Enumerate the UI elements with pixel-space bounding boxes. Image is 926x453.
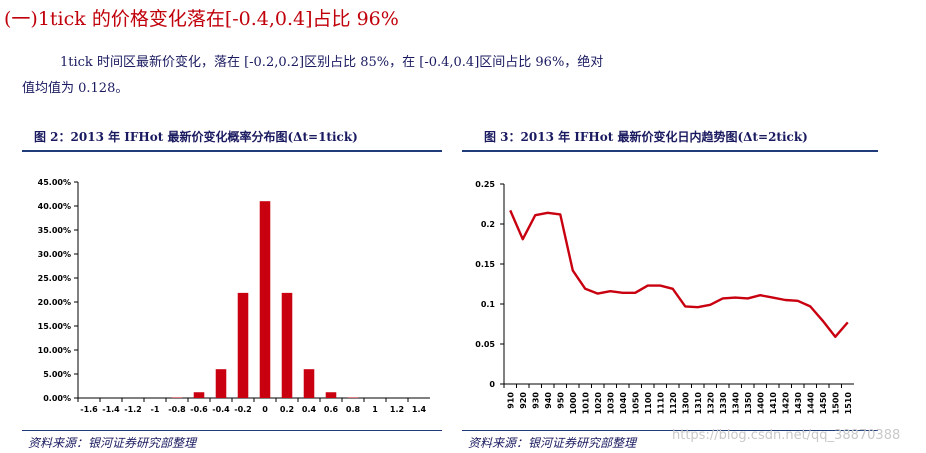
figure-3-top-rule xyxy=(462,150,878,152)
line-y-tick-label: 0.1 xyxy=(481,300,496,309)
figure-3-source: 资料来源：银河证券研究部整理 xyxy=(468,436,637,450)
bar-x-tick-label: -1.4 xyxy=(102,405,120,414)
line-x-tick-label: 1320 xyxy=(706,392,715,415)
line-x-tick-label: 950 xyxy=(556,392,565,409)
line-x-tick-label: 1020 xyxy=(594,392,603,415)
bar-y-tick-label: 30.00% xyxy=(38,250,71,259)
bar-x-tick-label: -0.8 xyxy=(168,405,186,414)
bar-x-tick-label: -0.2 xyxy=(234,405,252,414)
bar-x-tick-label: 1.4 xyxy=(412,405,427,414)
line-x-tick-label: 1450 xyxy=(819,392,828,415)
bar-y-tick-label: 0.00% xyxy=(43,394,71,403)
bar-y-tick-label: 40.00% xyxy=(38,202,71,211)
paragraph-line-2: 值均值为 0.128。 xyxy=(22,81,129,96)
bar-x-tick-label: -1 xyxy=(151,405,160,414)
bar-x-tick-label: -1.2 xyxy=(124,405,142,414)
probability-distribution-bar-chart: 0.00% 5.00% 10.00% 15.00% 20.00% 25.00% 30.00%… xyxy=(38,178,430,414)
bar-y-tick-label: 35.00% xyxy=(38,226,71,235)
figure-2-source: 资料来源：银河证券研究部整理 xyxy=(28,436,197,450)
line-x-tick-label: 1440 xyxy=(806,392,815,415)
line-x-tick-label: 1120 xyxy=(669,392,678,415)
line-y-tick-label: 0.2 xyxy=(481,220,495,229)
bar-x-tick-label: 0.4 xyxy=(302,405,317,414)
trend-series-line xyxy=(509,209,849,339)
figure-2-bottom-rule xyxy=(22,430,442,431)
bar-y-tick-label: 10.00% xyxy=(38,346,71,355)
bar-y-tick-label: 15.00% xyxy=(38,322,71,331)
bar-mark xyxy=(281,292,293,398)
line-x-tick-label: 940 xyxy=(544,392,553,409)
line-x-tick-label: 1430 xyxy=(794,392,803,415)
bar-mark xyxy=(325,392,337,398)
bar-x-tick-label: 0.8 xyxy=(346,405,361,414)
line-x-tick-label: 1510 xyxy=(844,392,853,415)
watermark: https://blog.csdn.net/qq_38870388 xyxy=(672,428,901,443)
bar-x-tick-label: 0.6 xyxy=(324,405,339,414)
line-x-tick-label: 1500 xyxy=(831,392,840,415)
line-x-tick-label: 1010 xyxy=(581,392,590,415)
bar-x-tick-label: -0.4 xyxy=(212,405,230,414)
line-x-tick-label: 1310 xyxy=(694,392,703,415)
figure-2-title: 图 2：2013 年 IFHot 最新价变化概率分布图(Δt=1tick) xyxy=(34,130,358,144)
line-x-tick-label: 1410 xyxy=(769,392,778,415)
bar-y-tick-label: 5.00% xyxy=(43,370,71,379)
bar-y-tick-label: 45.00% xyxy=(38,178,71,187)
figure-2-top-rule xyxy=(22,150,442,152)
bar-x-tick-label: -1.6 xyxy=(80,405,98,414)
line-y-tick-label: 0.15 xyxy=(475,260,495,269)
bar-mark xyxy=(303,369,315,398)
line-x-tick-label: 1350 xyxy=(744,392,753,415)
line-x-tick-label: 1100 xyxy=(644,392,653,415)
line-x-tick-label: 930 xyxy=(531,392,540,409)
line-y-tick-label: 0.05 xyxy=(475,340,495,349)
line-x-tick-label: 1030 xyxy=(606,392,615,415)
line-x-tick-label: 1400 xyxy=(756,392,765,415)
section-heading: (一)1tick 的价格变化落在[-0.4,0.4]占比 96% xyxy=(4,8,399,30)
line-x-tick-label: 1340 xyxy=(731,392,740,415)
figure-3-title: 图 3：2013 年 IFHot 最新价变化日内趋势图(Δt=2tick) xyxy=(484,130,808,144)
bar-mark xyxy=(215,369,227,398)
line-x-tick-label: 1050 xyxy=(631,392,640,415)
line-x-tick-label: 1040 xyxy=(619,392,628,415)
bar-mark xyxy=(193,392,205,398)
bar-x-tick-label: 1.2 xyxy=(390,405,404,414)
line-y-tick-label: 0 xyxy=(489,380,495,389)
line-x-tick-label: 1330 xyxy=(719,392,728,415)
line-x-tick-label: 1000 xyxy=(569,392,578,415)
bar-x-tick-label: -0.6 xyxy=(190,405,208,414)
bar-y-tick-label: 25.00% xyxy=(38,274,71,283)
bar-mark xyxy=(259,201,271,398)
line-x-tick-label: 910 xyxy=(506,392,515,409)
figure-3-bottom-rule xyxy=(462,430,878,431)
bar-x-tick-label: 0.2 xyxy=(280,405,294,414)
bar-x-tick-label: 0 xyxy=(262,405,268,414)
bar-y-tick-label: 20.00% xyxy=(38,298,71,307)
intraday-trend-line-chart: 00.050.10.150.20.25 910 920 930 940 950 1000 1… xyxy=(475,180,854,415)
line-x-tick-label: 1420 xyxy=(781,392,790,415)
line-y-tick-label: 0.25 xyxy=(475,180,495,189)
line-x-tick-label: 1110 xyxy=(656,392,665,415)
bar-x-tick-label: 1 xyxy=(372,405,378,414)
line-x-tick-label: 1300 xyxy=(681,392,690,415)
paragraph-line-1: 1tick 时间区最新价变化，落在 [-0.2,0.2]区别占比 85%，在 [… xyxy=(60,55,604,70)
bar-mark xyxy=(237,292,249,398)
line-x-tick-label: 920 xyxy=(519,392,528,409)
